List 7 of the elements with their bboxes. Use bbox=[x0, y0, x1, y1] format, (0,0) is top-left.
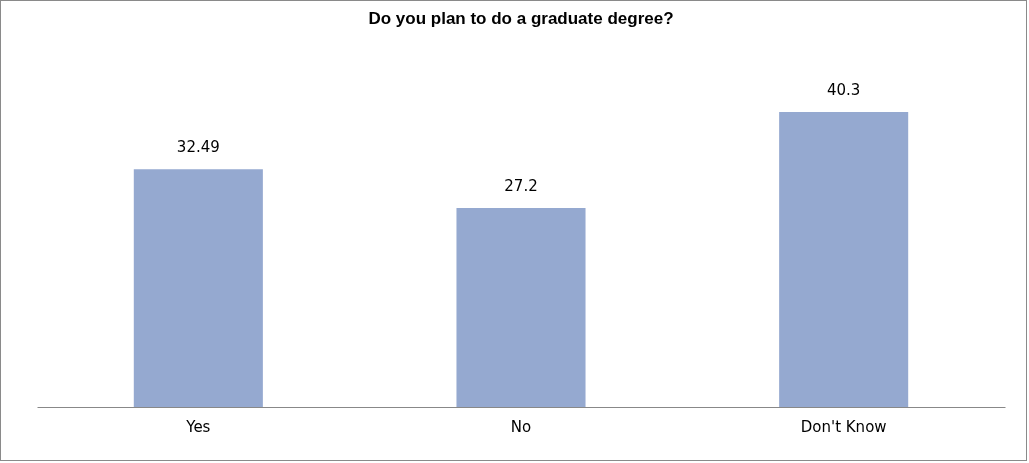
x-tick-label: Yes bbox=[185, 417, 211, 436]
data-label: 32.49 bbox=[176, 138, 220, 157]
x-tick-label: No bbox=[510, 417, 532, 436]
data-label: 27.2 bbox=[504, 176, 538, 195]
chart-title: Do you plan to do a graduate degree? bbox=[368, 9, 674, 28]
x-tick-label: Don't Know bbox=[800, 417, 887, 436]
data-label: 40.3 bbox=[826, 81, 861, 99]
